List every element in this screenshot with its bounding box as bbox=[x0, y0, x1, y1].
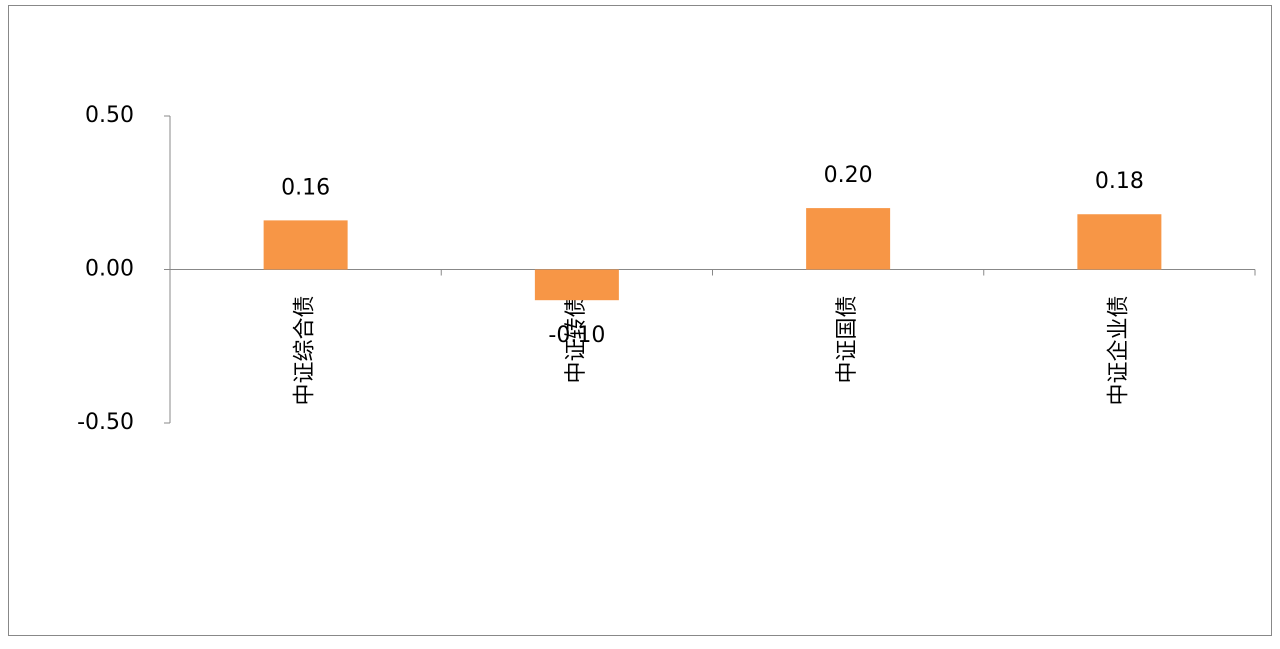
value-label: 0.16 bbox=[281, 175, 330, 200]
y-tick-label: 0.00 bbox=[85, 257, 134, 282]
value-label: 0.20 bbox=[824, 163, 873, 188]
bar bbox=[1077, 214, 1162, 270]
value-label: -0.10 bbox=[548, 323, 605, 348]
value-label: 0.18 bbox=[1095, 169, 1144, 194]
x-tick-label: 中证企业债 bbox=[1106, 296, 1131, 406]
bar bbox=[263, 220, 348, 270]
x-tick-label: 中证转债 bbox=[564, 296, 589, 384]
bar bbox=[806, 208, 891, 270]
y-tick-label: 0.50 bbox=[85, 103, 134, 128]
chart-frame bbox=[8, 5, 1272, 636]
x-tick-label: 中证国债 bbox=[835, 296, 860, 384]
bar bbox=[534, 269, 619, 301]
y-tick-label: -0.50 bbox=[77, 410, 134, 435]
x-tick-label: 中证综合债 bbox=[293, 296, 318, 406]
